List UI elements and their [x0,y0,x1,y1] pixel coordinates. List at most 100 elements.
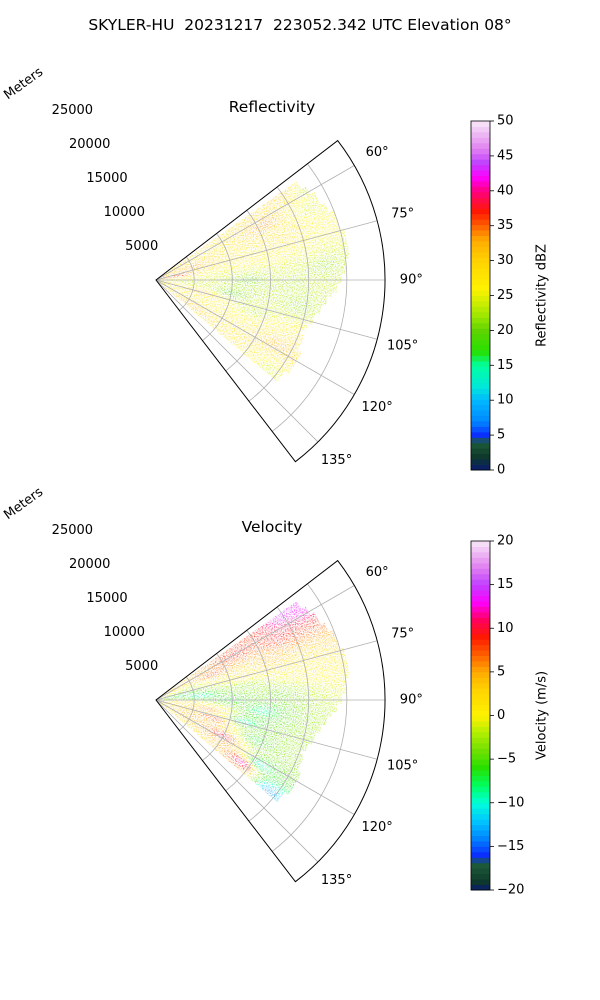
radar-bin [313,269,319,275]
radar-bin [222,697,228,700]
colorbar-segment [471,235,490,242]
radar-bin [317,706,324,712]
radar-bin [295,690,301,696]
radar-bin [322,282,328,288]
radar-bin [245,281,251,285]
radar-bin [245,696,251,700]
radar-bin [235,276,241,280]
radar-bin [313,282,319,288]
radar-bin [322,711,328,717]
colorbar-segment [471,786,490,793]
azimuth-spoke [155,640,378,701]
radar-bin [286,285,292,290]
radar-bin [325,675,332,681]
radar-bin [272,689,278,694]
radar-bin [330,674,336,681]
radar-bin [336,273,342,279]
panel-title: Velocity [242,518,303,536]
range-ring [202,653,233,761]
colorbar-segment [471,246,490,253]
colorbar-segment [471,590,490,597]
radar-bin [281,275,287,280]
colorbar: −20 −15 −10 −5 0 5 10 15 20 Velocity (m/s) [470,534,550,898]
radar-bin [331,702,338,709]
radar-bin [322,273,328,279]
colorbar-segment [471,666,490,673]
radar-bin [340,268,347,274]
colorbar-segment [471,191,490,198]
radar-bin [249,701,255,705]
radar-bin [318,702,324,708]
colorbar-tick-label: 15 [497,577,514,592]
radar-bin [290,282,296,287]
colorbar-segment [471,770,490,776]
radar-bin [322,278,328,284]
radar-bin [309,278,315,283]
range-ring [248,606,310,822]
radar-bin [327,287,333,293]
colorbar-segment [471,197,490,204]
radar-bin [263,275,269,280]
radar-bin [285,688,292,693]
colorbar-segment [471,453,490,460]
azimuth-spoke [155,279,378,340]
colorbar-segment [471,562,490,569]
colorbar-segment [471,688,490,695]
radar-bin [299,282,306,287]
colorbar-tick-label: 5 [497,428,505,443]
range-tick-label: 15000 [86,171,127,186]
range-tick-label: 20000 [69,557,110,572]
range-tick-label: 20000 [69,137,110,152]
radar-bin [284,368,292,375]
colorbar-segment [471,360,490,367]
radar-bin [258,693,264,697]
colorbar-segment [471,699,490,706]
radar-bin [317,715,323,721]
radar-bin [331,264,337,270]
colorbar-tick-label: 50 [497,114,514,129]
radar-bin [308,261,314,267]
radar-bin [286,705,292,710]
radar-bin [300,278,306,283]
radar-bin [321,295,328,302]
radar-bin [318,693,324,699]
radar-bin [308,294,314,300]
radar-bin [317,680,323,687]
radar-bin [335,258,342,265]
radar-bin [263,698,269,703]
radar-bin [295,705,301,711]
radar-bin [336,278,342,284]
colorbar-segment [471,279,490,286]
colorbar-segment [471,137,490,144]
radar-bin [281,278,287,283]
radar-bin [340,688,347,694]
azimuth-tick-label: 135° [321,453,352,468]
radar-bin [336,683,342,690]
radar-bin [313,698,319,704]
radar-bin [317,265,324,271]
radar-bin [308,681,314,687]
radar-bin [308,266,314,271]
radar-bin [294,259,300,265]
colorbar-segment [471,813,490,820]
azimuth-spoke [155,220,378,281]
radar-bin [315,728,321,734]
radar-bin [294,267,301,272]
radar-bin [313,702,319,708]
colorbar-segment [471,595,490,602]
radar-bin [258,690,264,694]
colorbar-segment [471,317,490,324]
radar-bin [290,274,296,280]
radar-bin [240,694,246,698]
radar-bin [281,285,287,290]
radar-bin [294,289,301,295]
radar-bin [308,286,315,292]
radar-bin [254,273,260,277]
radar-bin [299,289,305,295]
range-tick-label: 10000 [104,205,145,220]
colorbar-segment [471,557,490,564]
radar-bin [327,689,333,695]
colorbar-tick-label: 35 [497,218,514,233]
radar-bin [294,263,300,269]
colorbar-segment [471,568,490,575]
